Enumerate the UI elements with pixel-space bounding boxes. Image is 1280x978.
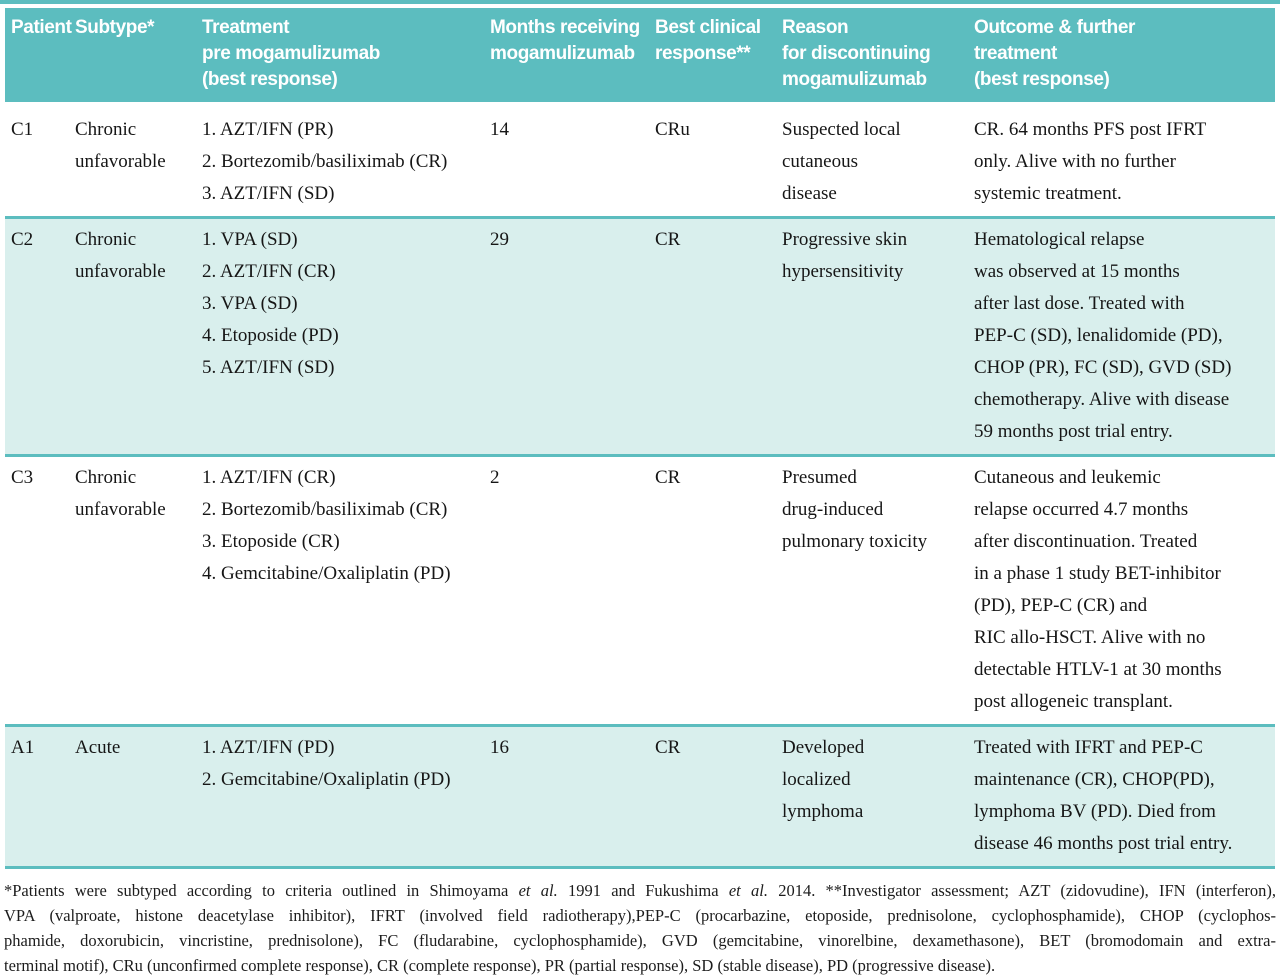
cell-reason: Developed localized lymphoma	[782, 737, 865, 822]
footnote-line-1: *Patients were subtyped according to cri…	[4, 881, 1277, 900]
table-header-row: Patient Subtype* Treatment pre mogamuliz…	[5, 8, 1275, 106]
cell-treatment: 1. VPA (SD) 2. AZT/IFN (CR) 3. VPA (SD) …	[202, 229, 339, 378]
cell-patient: C1	[11, 119, 34, 140]
cell-outcome: CR. 64 months PFS post IFRT only. Alive …	[974, 119, 1207, 204]
cell-reason: Presumed drug-induced pulmonary toxicity	[782, 467, 928, 552]
cell-treatment: 1. AZT/IFN (CR) 2. Bortezomib/basilixima…	[202, 467, 451, 584]
col-header-outcome: Outcome & further treatment (best respon…	[974, 17, 1136, 90]
table-row-a1: A1 Acute 1. AZT/IFN (PD) 2. Gemcitabine/…	[5, 725, 1275, 868]
table-row-c2: C2 Chronic unfavorable 1. VPA (SD) 2. AZ…	[5, 217, 1275, 456]
cell-response: CRu	[655, 119, 690, 140]
footnote: *Patients were subtyped according to cri…	[4, 878, 1276, 978]
cell-subtype: Chronic unfavorable	[75, 119, 166, 172]
col-header-response: Best clinical response**	[655, 17, 761, 64]
cell-response: CR	[655, 467, 681, 488]
patient-outcomes-table: Patient Subtype* Treatment pre mogamuliz…	[5, 8, 1275, 869]
col-header-patient: Patient	[11, 17, 72, 38]
cell-patient: A1	[11, 737, 35, 758]
cell-outcome: Hematological relapse was observed at 15…	[974, 229, 1232, 442]
cell-response: CR	[655, 229, 681, 250]
footnote-line-2: VPA (valproate, histone deacetylase inhi…	[4, 906, 1276, 925]
cell-subtype: Chronic unfavorable	[75, 229, 166, 282]
footnote-line-3: phamide, doxorubicin, vincristine, predn…	[4, 931, 1276, 950]
cell-treatment: 1. AZT/IFN (PR) 2. Bortezomib/basilixima…	[202, 119, 448, 204]
cell-patient: C3	[11, 467, 34, 488]
cell-patient: C2	[11, 229, 34, 250]
cell-reason: Progressive skin hypersensitivity	[782, 229, 908, 282]
footnote-line-4: terminal motif), CRu (unconfirmed comple…	[4, 956, 996, 975]
col-header-treatment: Treatment pre mogamulizumab (best respon…	[202, 17, 380, 90]
cell-treatment: 1. AZT/IFN (PD) 2. Gemcitabine/Oxaliplat…	[202, 737, 451, 790]
cell-months: 16	[490, 737, 509, 758]
cell-outcome: Treated with IFRT and PEP-C maintenance …	[974, 737, 1233, 854]
cell-months: 2	[490, 467, 500, 488]
table-row-c3: C3 Chronic unfavorable 1. AZT/IFN (CR) 2…	[5, 456, 1275, 726]
cell-reason: Suspected local cutaneous disease	[782, 119, 901, 204]
cell-subtype: Acute	[75, 737, 121, 758]
col-header-reason: Reason for discontinuing mogamulizumab	[782, 17, 931, 90]
col-header-subtype: Subtype*	[75, 17, 155, 38]
col-header-months: Months receiving mogamulizumab	[490, 17, 640, 64]
cell-response: CR	[655, 737, 681, 758]
cell-outcome: Cutaneous and leukemic relapse occurred …	[974, 467, 1222, 712]
cell-subtype: Chronic unfavorable	[75, 467, 166, 520]
cell-months: 14	[490, 119, 509, 140]
cell-months: 29	[490, 229, 509, 250]
table-row-c1: C1 Chronic unfavorable 1. AZT/IFN (PR) 2…	[5, 106, 1275, 218]
table-top-border	[0, 0, 1280, 4]
